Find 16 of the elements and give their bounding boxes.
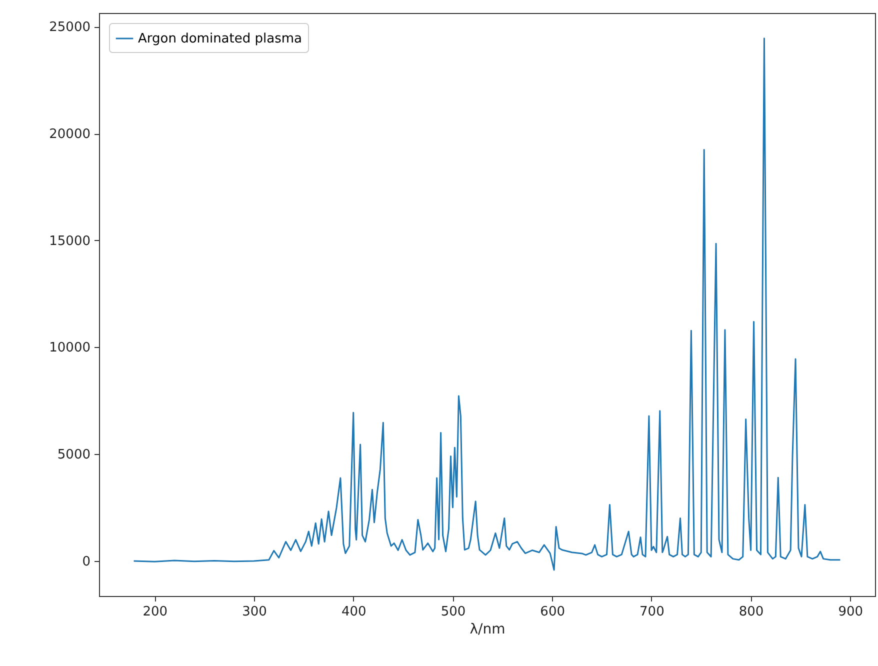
x-tick-label: 500 — [440, 604, 466, 620]
x-tick-label: 400 — [341, 604, 366, 620]
x-tick-label: 800 — [738, 604, 764, 620]
x-tick-label: 200 — [142, 604, 168, 620]
y-tick-label: 5000 — [57, 448, 90, 463]
x-tick-label: 600 — [540, 604, 565, 620]
y-tick-label: 10000 — [49, 340, 90, 356]
y-tick-label: 15000 — [49, 234, 90, 249]
y-tick-label: 20000 — [49, 127, 90, 142]
x-tick-label: 300 — [242, 604, 267, 620]
x-tick-label: 900 — [838, 604, 864, 620]
x-tick-label: 700 — [640, 604, 664, 620]
y-tick-label: 25000 — [49, 20, 90, 36]
legend-label: Argon dominated plasma — [138, 32, 302, 46]
x-axis-title: λ/nm — [470, 622, 506, 638]
y-tick-label: 0 — [82, 554, 90, 570]
